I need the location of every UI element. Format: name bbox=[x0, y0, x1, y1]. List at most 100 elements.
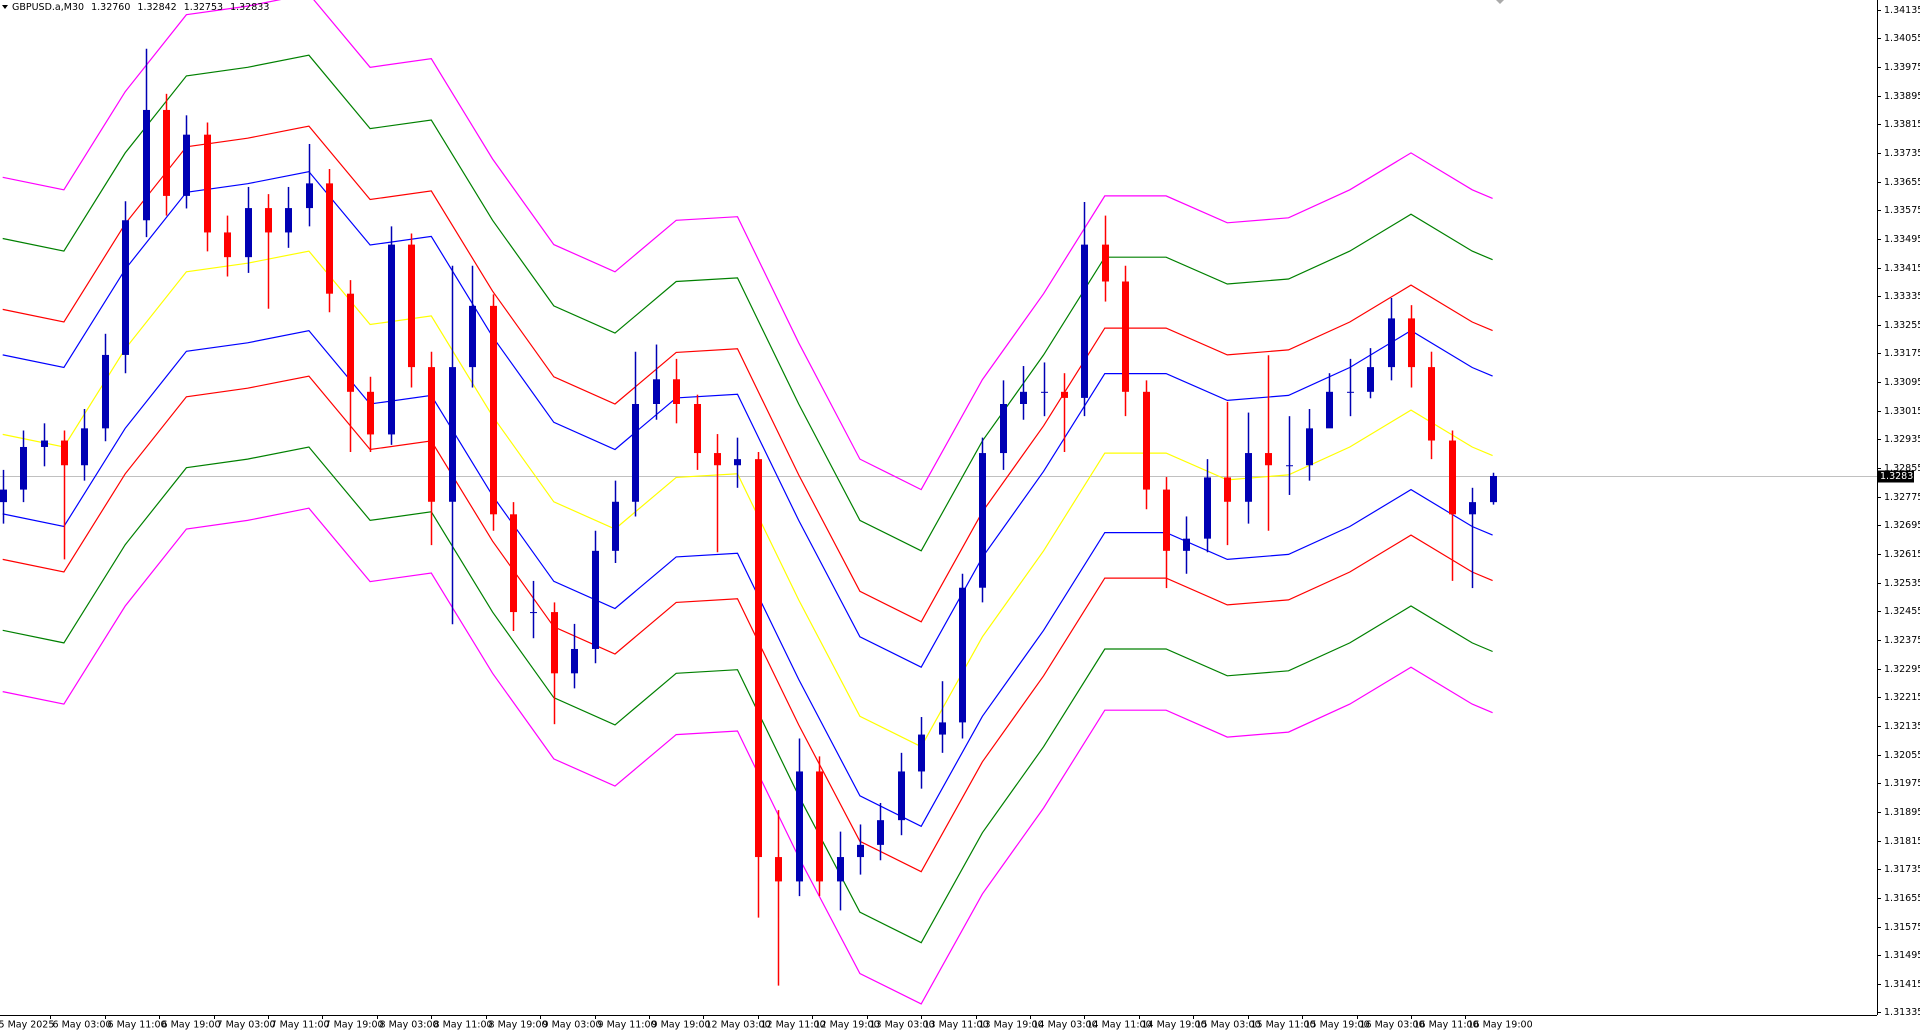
x-tick-label: 8 May 19:00 bbox=[489, 1020, 548, 1031]
y-tick-label: 1.31495 bbox=[1884, 950, 1920, 961]
candle-body bbox=[1408, 318, 1415, 368]
y-tick-label: 1.31655 bbox=[1884, 893, 1920, 904]
y-tick-label: 1.31415 bbox=[1884, 979, 1920, 990]
y-tick-label: 1.32375 bbox=[1884, 635, 1920, 646]
x-tick-label: 16 May 03:00 bbox=[1360, 1020, 1425, 1031]
x-tick-label: 6 May 19:00 bbox=[162, 1020, 221, 1031]
candle-body bbox=[918, 734, 925, 772]
y-tick-label: 1.32055 bbox=[1884, 750, 1920, 761]
candle-body bbox=[510, 514, 517, 613]
candle-body bbox=[1081, 244, 1088, 398]
candle-body bbox=[1245, 453, 1252, 502]
candle-body bbox=[898, 771, 905, 821]
x-tick-label: 13 May 11:00 bbox=[924, 1020, 989, 1031]
candle-body bbox=[1061, 391, 1068, 398]
current-price-box bbox=[1878, 470, 1914, 483]
x-tick-label: 7 May 11:00 bbox=[271, 1020, 330, 1031]
y-tick-label: 1.32535 bbox=[1884, 578, 1920, 589]
band-line bbox=[2, 329, 1493, 828]
band-line bbox=[2, 250, 1493, 748]
candle-body bbox=[1388, 318, 1395, 368]
y-tick-label: 1.32935 bbox=[1884, 434, 1920, 445]
plot-area bbox=[0, 0, 1877, 1005]
y-tick-label: 1.31575 bbox=[1884, 922, 1920, 933]
candle-body bbox=[714, 453, 721, 466]
y-tick-label: 1.33655 bbox=[1884, 177, 1920, 188]
candle-body bbox=[816, 771, 823, 882]
x-tick-label: 8 May 11:00 bbox=[434, 1020, 493, 1031]
candle-body bbox=[102, 354, 109, 429]
x-tick-label: 13 May 19:00 bbox=[979, 1020, 1044, 1031]
y-tick-label: 1.32455 bbox=[1884, 606, 1920, 617]
candle-body bbox=[694, 403, 701, 454]
candle-body bbox=[143, 109, 150, 221]
y-tick-label: 1.33415 bbox=[1884, 263, 1920, 274]
candle-body bbox=[571, 648, 578, 674]
x-tick-label: 15 May 03:00 bbox=[1196, 1020, 1261, 1031]
candle-body bbox=[1286, 465, 1293, 467]
candle-body bbox=[367, 391, 374, 435]
candle-body bbox=[1163, 489, 1170, 551]
y-tick-label: 1.33815 bbox=[1884, 119, 1920, 130]
candle-body bbox=[1122, 281, 1129, 392]
candle-body bbox=[245, 208, 252, 258]
candle-body bbox=[163, 109, 170, 196]
candle-body bbox=[61, 440, 68, 466]
band-line bbox=[2, 125, 1493, 623]
x-tick-label: 12 May 03:00 bbox=[706, 1020, 771, 1031]
y-tick-label: 1.31895 bbox=[1884, 807, 1920, 818]
x-tick-label: 6 May 03:00 bbox=[53, 1020, 112, 1031]
candle-body bbox=[1449, 440, 1456, 515]
candle-body bbox=[428, 367, 435, 502]
candle-body bbox=[204, 134, 211, 233]
band-line bbox=[2, 507, 1493, 1005]
chart-shift-marker[interactable] bbox=[1496, 0, 1504, 4]
x-tick-label: 14 May 11:00 bbox=[1087, 1020, 1152, 1031]
candle-body bbox=[224, 232, 231, 258]
y-tick-label: 1.31735 bbox=[1884, 864, 1920, 875]
band-line bbox=[2, 375, 1493, 873]
candle-body bbox=[1041, 391, 1048, 393]
candle-body bbox=[122, 220, 129, 355]
candle-body bbox=[877, 820, 884, 845]
y-tick-label: 1.33735 bbox=[1884, 148, 1920, 159]
axes: 1.34135 1.34055 1.33975 1.33895 1.33815 1.337… bbox=[0, 5, 1920, 1031]
candle-body bbox=[1347, 391, 1354, 393]
candle-body bbox=[939, 722, 946, 735]
candle-body bbox=[592, 550, 599, 649]
y-tick-label: 1.32615 bbox=[1884, 549, 1920, 560]
y-tick-label: 1.34055 bbox=[1884, 33, 1920, 44]
candle-body bbox=[796, 771, 803, 882]
x-tick-label: 9 May 11:00 bbox=[598, 1020, 657, 1031]
x-tick-label: 16 May 11:00 bbox=[1414, 1020, 1479, 1031]
candle-body bbox=[1428, 367, 1435, 441]
candle-body bbox=[775, 857, 782, 882]
candle-body bbox=[81, 428, 88, 466]
y-tick-label: 1.32775 bbox=[1884, 492, 1920, 503]
candle-body bbox=[1224, 477, 1231, 502]
x-tick-label: 12 May 11:00 bbox=[761, 1020, 826, 1031]
x-tick-label: 15 May 19:00 bbox=[1305, 1020, 1370, 1031]
candle-body bbox=[285, 208, 292, 233]
x-tick-label: 9 May 03:00 bbox=[543, 1020, 602, 1031]
candle-body bbox=[612, 501, 619, 551]
candle-body bbox=[1000, 403, 1007, 454]
header-menu-icon[interactable] bbox=[2, 5, 8, 9]
x-tick-label: 14 May 19:00 bbox=[1142, 1020, 1207, 1031]
y-tick-label: 1.33255 bbox=[1884, 320, 1920, 331]
header-high: 1.32842 bbox=[137, 2, 176, 13]
y-tick-label: 1.31815 bbox=[1884, 836, 1920, 847]
band-line bbox=[2, 446, 1493, 944]
candle-body bbox=[388, 244, 395, 435]
candle-body bbox=[530, 612, 537, 614]
candle-body bbox=[326, 183, 333, 294]
candle-body bbox=[1265, 453, 1272, 466]
y-tick-label: 1.32135 bbox=[1884, 721, 1920, 732]
candle-body bbox=[1326, 391, 1333, 429]
x-tick-label: 14 May 03:00 bbox=[1033, 1020, 1098, 1031]
candle-body bbox=[1367, 367, 1374, 392]
y-tick-label: 1.31975 bbox=[1884, 778, 1920, 789]
